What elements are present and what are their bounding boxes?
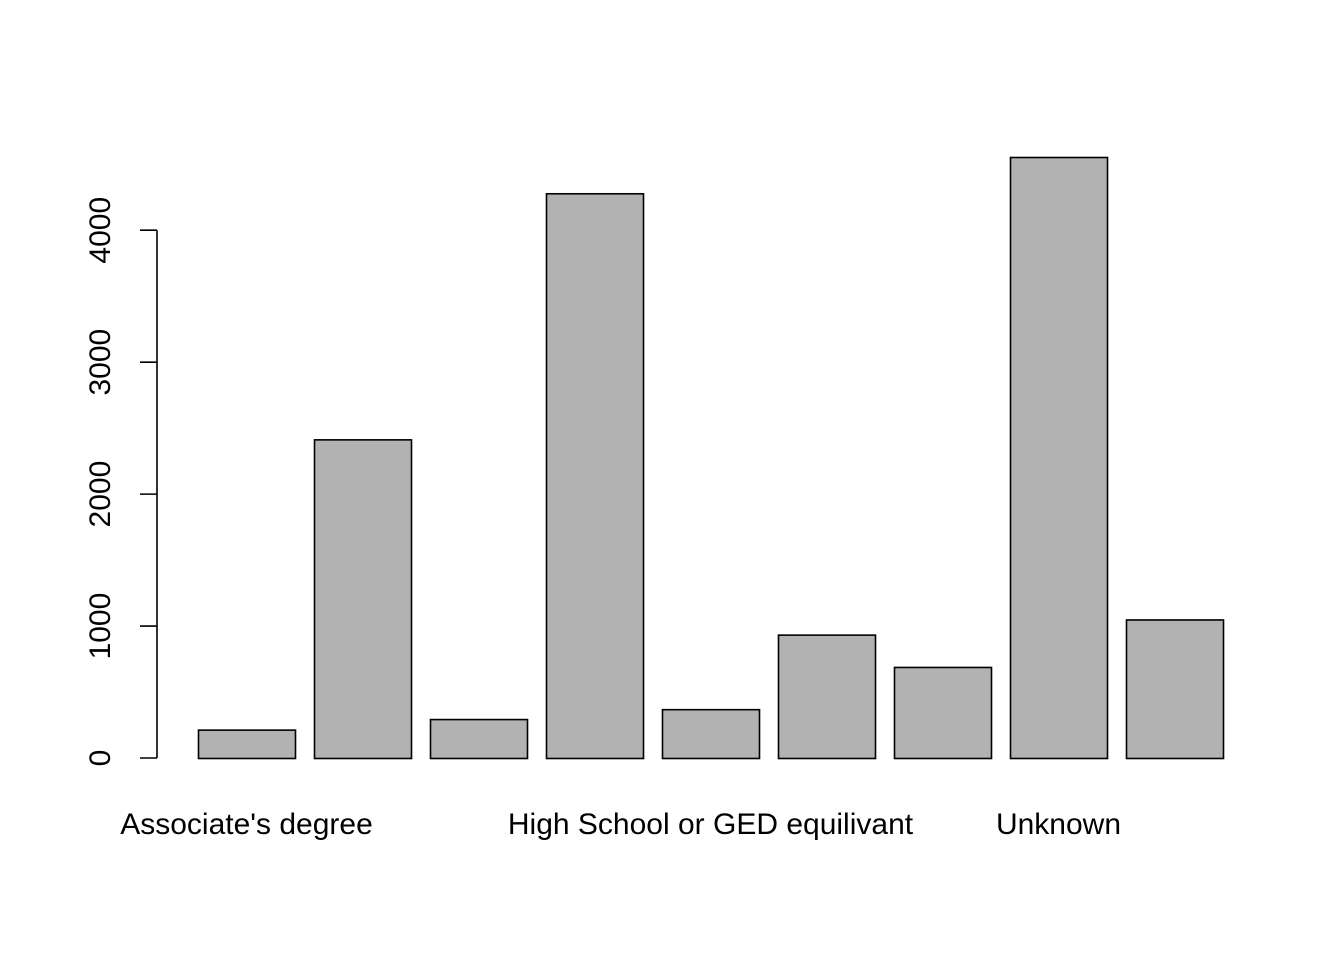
bar-7 <box>1009 156 1109 760</box>
y-tick-label-4: 4000 <box>84 197 117 264</box>
bar-6 <box>893 666 993 760</box>
bar-0 <box>197 729 297 760</box>
x-category-label-0: Associate's degree <box>120 808 373 841</box>
bar-8 <box>1125 619 1225 760</box>
bar-5 <box>777 634 877 760</box>
x-category-label-7: Unknown <box>996 808 1121 841</box>
bar-1 <box>313 439 413 760</box>
x-category-label-4: High School or GED equilivant <box>508 808 914 841</box>
bar-2 <box>429 718 529 760</box>
y-tick-label-1: 1000 <box>84 593 117 660</box>
y-tick-label-0: 0 <box>84 750 117 767</box>
bar-3 <box>545 192 645 760</box>
bars-group <box>197 156 1225 760</box>
y-axis: 0 1000 2000 3000 4000 <box>84 197 158 767</box>
x-axis-labels: Associate's degree High School or GED equ… <box>120 808 1121 841</box>
y-tick-label-3: 3000 <box>84 329 117 396</box>
bar-4 <box>661 708 761 760</box>
y-tick-label-2: 2000 <box>84 461 117 528</box>
